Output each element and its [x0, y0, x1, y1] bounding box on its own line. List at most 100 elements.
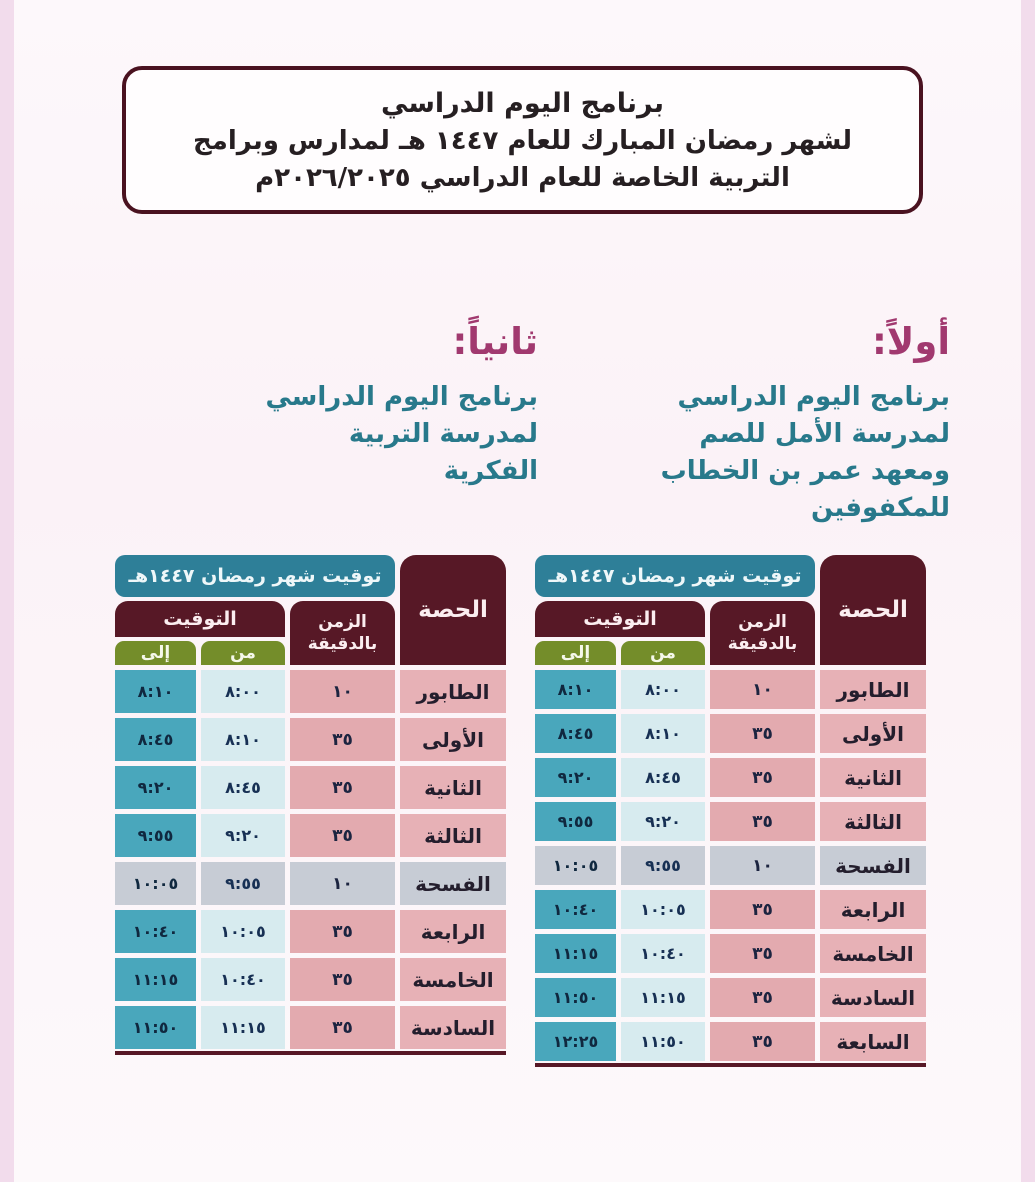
- period-cell: الرابعة: [820, 890, 926, 929]
- section-second-heading: ثانياً:: [452, 320, 538, 363]
- from-time-cell: ٩:٢٠: [201, 814, 285, 857]
- duration-cell: ٣٥: [290, 910, 395, 953]
- left-edge-strip: [0, 0, 14, 1182]
- from-time-cell: ١٠:٤٠: [201, 958, 285, 1001]
- period-cell: السادسة: [820, 978, 926, 1017]
- duration-cell: ٣٥: [290, 718, 395, 761]
- to-time-cell: ٩:٢٠: [115, 766, 196, 809]
- title-box: برنامج اليوم الدراسي لشهر رمضان المبارك …: [122, 66, 923, 214]
- from-time-cell: ١٠:٠٥: [201, 910, 285, 953]
- section-first: أولاً: برنامج اليوم الدراسي لمدرسة الأمل…: [650, 320, 950, 527]
- period-cell: السابعة: [820, 1022, 926, 1061]
- duration-cell: ٣٥: [710, 1022, 815, 1061]
- to-time-cell: ٩:٥٥: [535, 802, 616, 841]
- to-time-cell: ١٠:٤٠: [535, 890, 616, 929]
- from-time-cell: ٩:٢٠: [621, 802, 705, 841]
- from-time-cell: ١١:١٥: [201, 1006, 285, 1049]
- duration-header-line2: بالدقيقة: [307, 634, 378, 654]
- from-time-cell: ٩:٥٥: [201, 862, 285, 905]
- period-cell: الثانية: [820, 758, 926, 797]
- from-time-cell: ١١:١٥: [621, 978, 705, 1017]
- timing-group-header: التوقيت: [535, 601, 705, 637]
- from-time-cell: ٩:٥٥: [621, 846, 705, 885]
- section-first-heading: أولاً:: [871, 320, 950, 363]
- to-time-cell: ١٠:٤٠: [115, 910, 196, 953]
- from-time-cell: ١١:٥٠: [621, 1022, 705, 1061]
- to-time-cell: ١٠:٠٥: [115, 862, 196, 905]
- from-time-cell: ٨:٠٠: [621, 670, 705, 709]
- ramadan-timing-banner: توقيت شهر رمضان ١٤٤٧هـ: [535, 555, 815, 597]
- poster-subtitle-line1: لشهر رمضان المبارك للعام ١٤٤٧ هـ لمدارس …: [193, 125, 852, 156]
- from-column-header: من: [621, 641, 705, 665]
- section-first-description: برنامج اليوم الدراسي لمدرسة الأمل للصم و…: [660, 382, 950, 523]
- duration-cell: ٣٥: [710, 934, 815, 973]
- period-cell: الخامسة: [400, 958, 506, 1001]
- to-time-cell: ٩:٢٠: [535, 758, 616, 797]
- period-cell: الأولى: [400, 718, 506, 761]
- duration-cell: ٣٥: [290, 958, 395, 1001]
- section-second: ثانياً: برنامج اليوم الدراسي لمدرسة التر…: [258, 320, 539, 490]
- right-edge-strip: [1021, 0, 1035, 1182]
- duration-cell: ٣٥: [710, 758, 815, 797]
- schedule-table-second: الحصة توقيت شهر رمضان ١٤٤٧هـ الزمن بالدق…: [115, 555, 506, 1055]
- to-time-cell: ٨:٤٥: [115, 718, 196, 761]
- duration-header-line1: الزمن: [318, 611, 367, 632]
- from-time-cell: ٨:٠٠: [201, 670, 285, 713]
- period-cell: الفسحة: [820, 846, 926, 885]
- duration-cell: ٣٥: [710, 714, 815, 753]
- to-time-cell: ٩:٥٥: [115, 814, 196, 857]
- duration-header-line1: الزمن: [738, 611, 787, 632]
- period-cell: الأولى: [820, 714, 926, 753]
- from-time-cell: ١٠:٤٠: [621, 934, 705, 973]
- poster-title: برنامج اليوم الدراسي: [381, 87, 664, 119]
- duration-cell: ٣٥: [710, 802, 815, 841]
- period-cell: الخامسة: [820, 934, 926, 973]
- duration-cell: ٣٥: [710, 978, 815, 1017]
- period-cell: الثالثة: [400, 814, 506, 857]
- to-time-cell: ١١:١٥: [535, 934, 616, 973]
- to-time-cell: ٨:١٠: [535, 670, 616, 709]
- schedule-table-first: الحصة توقيت شهر رمضان ١٤٤٧هـ الزمن بالدق…: [535, 555, 926, 1067]
- duration-cell: ١٠: [290, 862, 395, 905]
- period-column-header: الحصة: [400, 555, 506, 665]
- to-time-cell: ١٠:٠٥: [535, 846, 616, 885]
- period-cell: الرابعة: [400, 910, 506, 953]
- period-cell: الثالثة: [820, 802, 926, 841]
- duration-cell: ٣٥: [290, 766, 395, 809]
- from-time-cell: ٨:١٠: [201, 718, 285, 761]
- section-second-description: برنامج اليوم الدراسي لمدرسة التربية الفك…: [265, 382, 539, 486]
- duration-cell: ٣٥: [290, 1006, 395, 1049]
- from-time-cell: ٨:١٠: [621, 714, 705, 753]
- duration-cell: ١٠: [710, 846, 815, 885]
- duration-cell: ٣٥: [710, 890, 815, 929]
- ramadan-timing-banner: توقيت شهر رمضان ١٤٤٧هـ: [115, 555, 395, 597]
- from-time-cell: ٨:٤٥: [201, 766, 285, 809]
- duration-cell: ١٠: [290, 670, 395, 713]
- period-cell: الطابور: [400, 670, 506, 713]
- period-column-header: الحصة: [820, 555, 926, 665]
- period-cell: السادسة: [400, 1006, 506, 1049]
- poster-subtitle-line2: التربية الخاصة للعام الدراسي ٢٠٢٦/٢٠٢٥م: [255, 162, 790, 193]
- duration-column-header: الزمن بالدقيقة: [290, 601, 395, 665]
- to-time-cell: ١٢:٢٥: [535, 1022, 616, 1061]
- to-column-header: إلى: [535, 641, 616, 665]
- to-time-cell: ١١:١٥: [115, 958, 196, 1001]
- schedule-table-second-body: الطابور ١٠ ٨:٠٠ ٨:١٠ الأولى ٣٥ ٨:١٠ ٨:٤٥ الثانية…: [115, 670, 506, 1049]
- period-cell: الثانية: [400, 766, 506, 809]
- schedule-table-first-body: الطابور ١٠ ٨:٠٠ ٨:١٠ الأولى ٣٥ ٨:١٠ ٨:٤٥ الثانية…: [535, 670, 926, 1061]
- timing-group-header: التوقيت: [115, 601, 285, 637]
- period-cell: الطابور: [820, 670, 926, 709]
- to-time-cell: ١١:٥٠: [535, 978, 616, 1017]
- from-column-header: من: [201, 641, 285, 665]
- period-cell: الفسحة: [400, 862, 506, 905]
- to-time-cell: ٨:٤٥: [535, 714, 616, 753]
- to-column-header: إلى: [115, 641, 196, 665]
- duration-cell: ١٠: [710, 670, 815, 709]
- duration-cell: ٣٥: [290, 814, 395, 857]
- from-time-cell: ٨:٤٥: [621, 758, 705, 797]
- from-time-cell: ١٠:٠٥: [621, 890, 705, 929]
- to-time-cell: ١١:٥٠: [115, 1006, 196, 1049]
- duration-header-line2: بالدقيقة: [727, 634, 798, 654]
- to-time-cell: ٨:١٠: [115, 670, 196, 713]
